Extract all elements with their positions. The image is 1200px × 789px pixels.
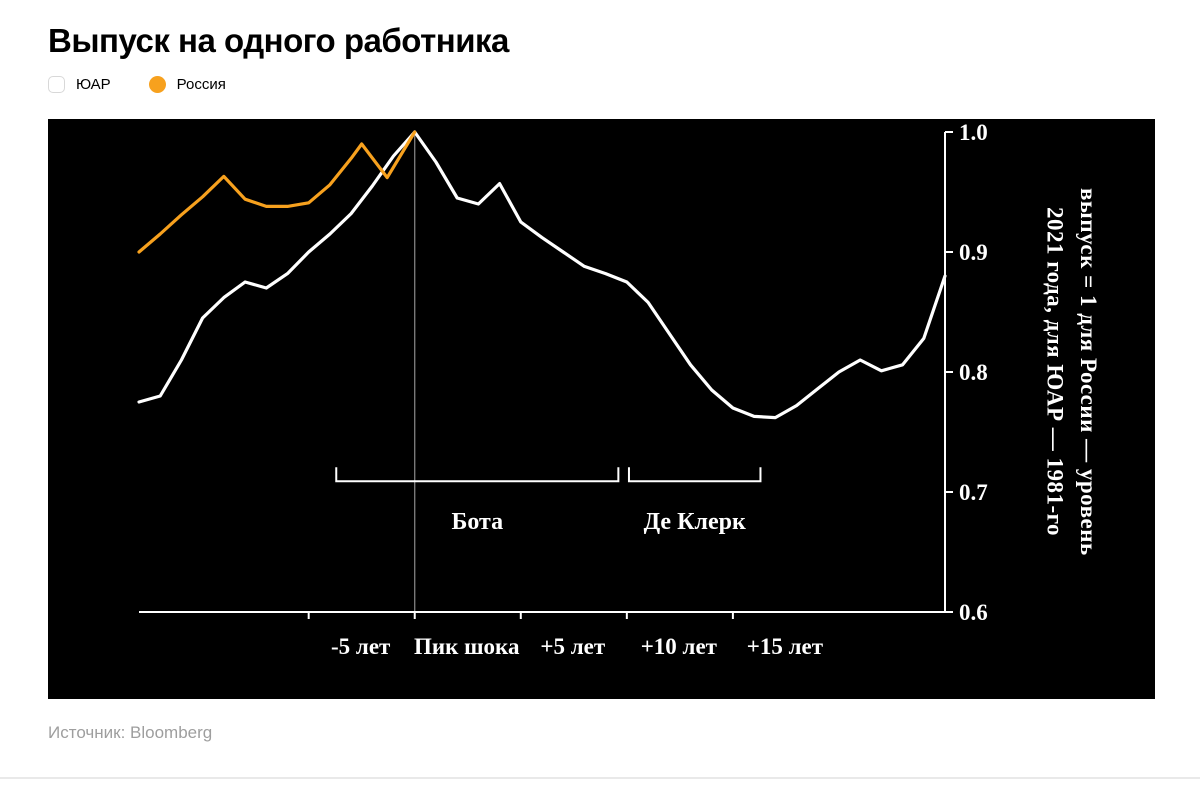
x-tick-label-1: Пик шока (414, 634, 520, 659)
page-title: Выпуск на одного работника (48, 22, 509, 59)
legend-label-zar: ЮАР (76, 76, 111, 93)
series-line-zar (137, 130, 947, 420)
y-tick-label-3: 0.7 (959, 480, 988, 505)
legend-label-russia: Россия (176, 76, 226, 93)
y-axis-title: выпуск = 1 для России — уровень 2021 год… (1038, 132, 1105, 612)
y-tick-label-0: 1.0 (959, 120, 988, 145)
source-label: Источник: (48, 723, 126, 742)
legend: ЮАР Россия (48, 76, 1155, 93)
x-tick-label-3: +10 лет (641, 634, 718, 659)
legend-item-russia[interactable]: Россия (148, 76, 226, 93)
source-value: Bloomberg (130, 723, 213, 742)
x-tick-label-2: +5 лет (540, 634, 605, 659)
y-tick-label-4: 0.6 (959, 600, 988, 625)
source-note: Источник: Bloomberg (48, 723, 1155, 743)
russia-swatch-icon (148, 76, 166, 93)
y-tick-label-2: 0.8 (959, 360, 988, 385)
legend-item-zar[interactable]: ЮАР (48, 76, 111, 93)
annotation-label-0: Бота (451, 509, 503, 535)
x-tick-label-0: -5 лет (331, 634, 391, 659)
chart-canvas: 1.0 0.9 0.8 0.7 0.6 -5 лет Пик шока +5 лет +10 л… (137, 120, 988, 659)
series-line-russia (137, 130, 417, 254)
annotation-bracket-0 (335, 467, 620, 483)
zar-swatch-icon (48, 76, 65, 93)
chart: 1.0 0.9 0.8 0.7 0.6 -5 лет Пик шока +5 лет +10 л… (48, 119, 1155, 699)
y-axis-title-line1: выпуск = 1 для России — уровень (1076, 188, 1101, 556)
bottom-divider (0, 777, 1200, 779)
annotation-label-1: Де Клерк (644, 509, 746, 535)
annotation-bracket-1 (627, 467, 762, 483)
y-axis-title-line2: 2021 года, для ЮАР — 1981-го (1042, 207, 1068, 537)
x-tick-label-4: +15 лет (747, 634, 824, 659)
y-tick-label-1: 0.9 (959, 240, 988, 265)
